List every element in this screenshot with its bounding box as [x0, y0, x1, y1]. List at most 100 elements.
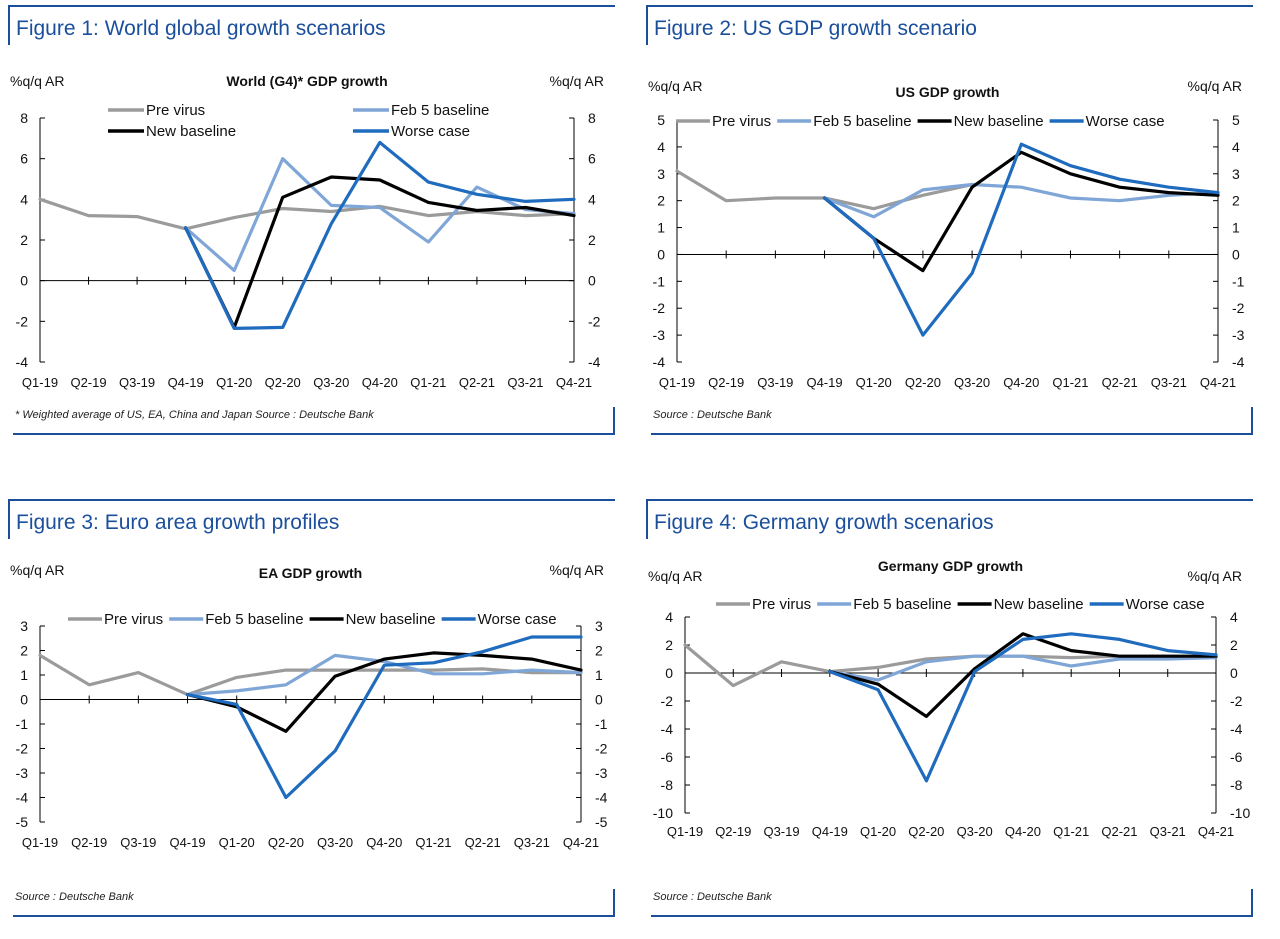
legend: Pre virus Feb 5 baseline New baseline Worse…	[716, 596, 1205, 613]
y-tick-label-left: -3	[16, 765, 29, 781]
y-tick-label-right: 0	[588, 273, 596, 289]
x-tick-label: Q4-21	[1200, 375, 1236, 390]
figure-panel-1: Figure 1: World global growth scenarios …	[8, 5, 623, 445]
figure-title: Figure 2: US GDP growth scenario	[654, 17, 977, 40]
y-axis-label-left: %q/q AR	[648, 568, 702, 584]
series-line-3	[828, 632, 1218, 783]
y-tick-label-left: 8	[20, 110, 28, 126]
legend-label: New baseline	[994, 596, 1084, 613]
source-note: Source : Deutsche Bank	[653, 891, 772, 903]
y-axis-label-left: %q/q AR	[10, 73, 64, 89]
x-tick-label: Q4-20	[1005, 824, 1041, 839]
x-tick-label: Q2-19	[715, 824, 751, 839]
y-axis-label-right: %q/q AR	[1188, 78, 1242, 94]
figure-panel-2: Figure 2: US GDP growth scenario US GDP …	[646, 5, 1261, 445]
x-tick-label: Q1-21	[410, 375, 446, 390]
y-tick-label-right: 0	[1230, 665, 1238, 681]
x-tick-label: Q3-21	[1150, 824, 1186, 839]
x-tick-label: Q4-20	[1003, 375, 1039, 390]
x-tick-label: Q1-21	[415, 835, 451, 850]
legend-label: Pre virus	[712, 113, 771, 130]
y-tick-label-right: 5	[1232, 112, 1240, 128]
y-tick-label-right: -4	[1232, 354, 1245, 370]
y-tick-label-right: 3	[595, 618, 603, 634]
legend-label: Worse case	[391, 123, 470, 140]
y-tick-label-right: -2	[595, 741, 608, 757]
y-tick-label-left: -4	[661, 721, 674, 737]
x-tick-label: Q1-19	[22, 835, 58, 850]
y-tick-label-right: 2	[1232, 193, 1240, 209]
x-tick-label: Q1-21	[1053, 824, 1089, 839]
series-line-2	[828, 632, 1218, 718]
figure-header: Figure 2: US GDP growth scenario	[646, 5, 1253, 45]
legend-label: Feb 5 baseline	[853, 596, 951, 613]
series-line-1	[184, 157, 576, 273]
y-tick-label-left: 6	[20, 151, 28, 167]
y-tick-label-left: -3	[653, 327, 666, 343]
x-tick-label: Q2-20	[905, 375, 941, 390]
chart-title: US GDP growth	[896, 84, 1000, 100]
germany-gdp-chart: Germany GDP growth %q/q AR %q/q AR -10 -10 -8…	[648, 558, 1250, 839]
legend-label: New baseline	[146, 123, 236, 140]
y-tick-label-right: 0	[595, 692, 603, 708]
x-tick-label: Q2-20	[265, 375, 301, 390]
y-tick-label-right: -4	[588, 354, 601, 370]
x-tick-label: Q3-19	[119, 375, 155, 390]
legend-label: Feb 5 baseline	[813, 113, 911, 130]
x-tick-label: Q2-19	[70, 375, 106, 390]
x-tick-label: Q1-20	[856, 375, 892, 390]
series-line-2	[184, 175, 576, 329]
x-tick-label: Q1-20	[860, 824, 896, 839]
x-tick-label: Q1-19	[22, 375, 58, 390]
x-tick-label: Q2-19	[71, 835, 107, 850]
legend-label: Worse case	[1126, 596, 1205, 613]
figure-footer: Source : Deutsche Bank	[13, 889, 615, 917]
y-tick-label-right: 4	[1230, 609, 1238, 625]
x-tick-label: Q4-21	[556, 375, 592, 390]
series-line-1	[185, 653, 583, 697]
x-tick-label: Q4-20	[366, 835, 402, 850]
world-gdp-chart: World (G4)* GDP growth %q/q AR %q/q AR -4 -4…	[10, 73, 604, 390]
y-tick-label-right: -10	[1230, 805, 1250, 821]
figure-title: Figure 3: Euro area growth profiles	[16, 511, 340, 534]
figure-panel-4: Figure 4: Germany growth scenarios Germa…	[646, 499, 1261, 939]
x-tick-label: Q3-21	[507, 375, 543, 390]
y-tick-label-left: 2	[657, 193, 665, 209]
y-tick-label-left: 1	[657, 220, 665, 236]
series-line-2	[822, 150, 1220, 273]
y-tick-label-right: 4	[588, 191, 596, 207]
y-tick-label-right: 2	[1230, 637, 1238, 653]
x-tick-label: Q3-20	[957, 824, 993, 839]
figure-header: Figure 1: World global growth scenarios	[8, 5, 615, 45]
y-tick-label-left: -4	[653, 354, 666, 370]
y-tick-label-left: 1	[20, 667, 28, 683]
y-tick-label-right: 1	[1232, 220, 1240, 236]
x-tick-label: Q4-19	[812, 824, 848, 839]
legend-label: Feb 5 baseline	[391, 102, 489, 119]
y-tick-label-right: -2	[1232, 300, 1245, 316]
x-tick-label: Q3-19	[757, 375, 793, 390]
y-tick-label-left: -5	[16, 814, 29, 830]
y-tick-label-left: 2	[20, 643, 28, 659]
y-tick-label-right: -3	[595, 765, 608, 781]
ea-gdp-chart: EA GDP growth %q/q AR %q/q AR -5 -5 -4 -4 -3 -3 -…	[10, 562, 608, 850]
y-tick-label-left: -4	[16, 354, 29, 370]
y-tick-label-right: 0	[1232, 246, 1240, 262]
legend-label: Worse case	[478, 611, 557, 628]
y-tick-label-right: -6	[1230, 749, 1243, 765]
x-tick-label: Q3-19	[120, 835, 156, 850]
y-tick-label-right: 4	[1232, 139, 1240, 155]
x-tick-label: Q1-19	[659, 375, 695, 390]
series-line-2	[185, 651, 583, 733]
source-note: * Weighted average of US, EA, China and …	[15, 409, 374, 421]
x-tick-label: Q2-21	[1102, 375, 1138, 390]
series-line-3	[185, 635, 583, 800]
chart-title: World (G4)* GDP growth	[226, 73, 387, 89]
y-tick-label-right: -1	[1232, 273, 1245, 289]
x-tick-label: Q2-19	[708, 375, 744, 390]
legend-label: Feb 5 baseline	[205, 611, 303, 628]
y-tick-label-left: -1	[16, 716, 29, 732]
figure-header: Figure 4: Germany growth scenarios	[646, 499, 1253, 539]
y-tick-label-left: 0	[657, 246, 665, 262]
y-tick-label-left: -1	[653, 273, 666, 289]
